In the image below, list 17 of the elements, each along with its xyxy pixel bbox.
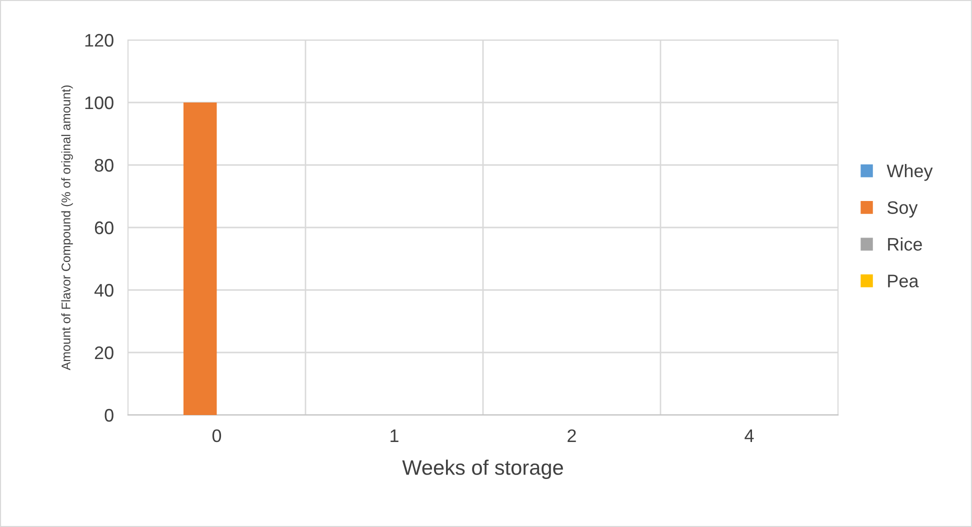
x-tick-label: 1 [390, 430, 398, 442]
y-tick-label: 120 [85, 34, 114, 47]
y-tick-label: 40 [94, 284, 114, 297]
y-tick-label: 80 [94, 158, 114, 172]
y-axis-title: Amount of Flavor Compound (% of original amount) [61, 85, 73, 370]
y-tick-label: 100 [85, 96, 114, 110]
x-tick-label: 0 [212, 429, 222, 442]
y-tick-label: 60 [94, 221, 114, 234]
x-tick-label: 2 [568, 429, 576, 442]
legend-label: Whey [886, 164, 933, 181]
x-tick-label: 4 [744, 430, 754, 442]
y-tick-label: 0 [104, 408, 114, 422]
legend-label: Pea [888, 274, 919, 288]
legend-label: Rice [888, 237, 922, 251]
x-axis-title: Weeks of storage [402, 460, 563, 480]
y-tick-label: 20 [94, 346, 114, 360]
legend-label: Soy [887, 201, 918, 218]
